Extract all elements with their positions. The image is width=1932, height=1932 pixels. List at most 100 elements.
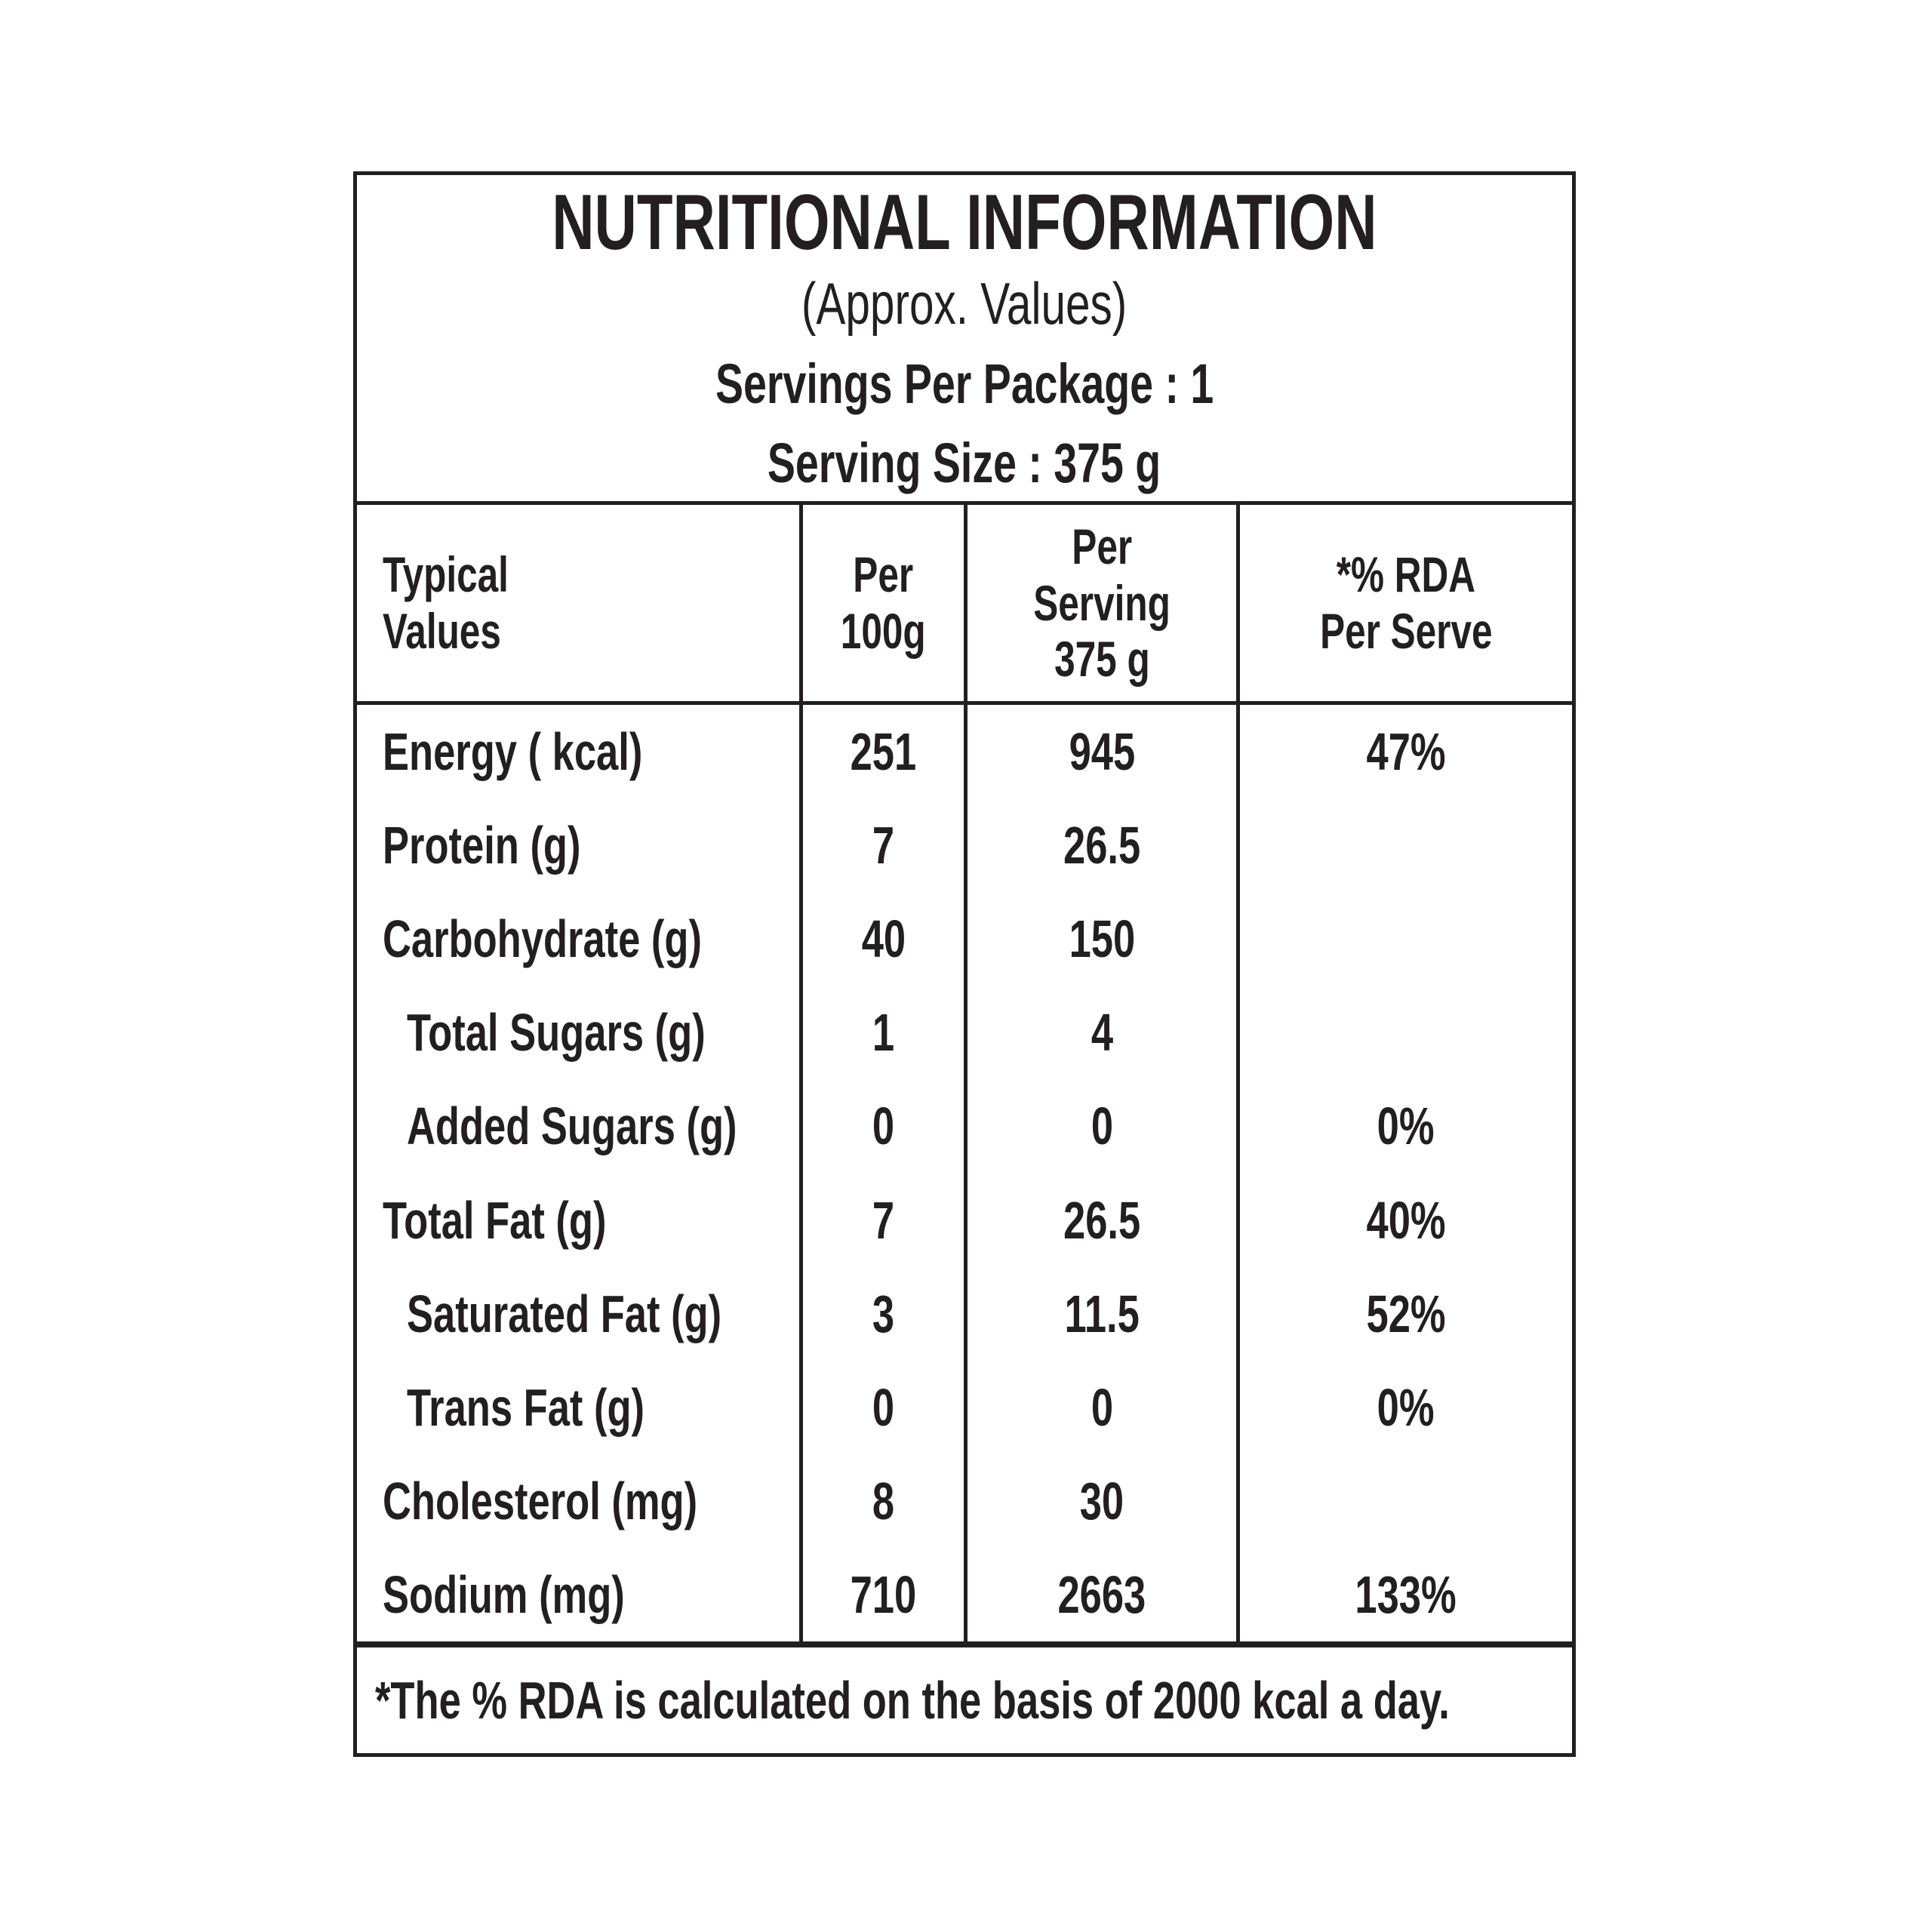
rda-value: 133%	[1355, 1564, 1457, 1624]
label-title: NUTRITIONAL INFORMATION	[414, 179, 1515, 267]
rda-cell: 133%	[1240, 1548, 1572, 1641]
per-100g-value: 8	[872, 1471, 895, 1531]
per-100g-value: 3	[872, 1284, 895, 1343]
column-header-typical-values: Typical Values	[357, 505, 803, 701]
per-100g-value: 251	[850, 722, 917, 782]
per-serving-value: 2663	[1057, 1564, 1146, 1624]
footnote-row: *The % RDA is calculated on the basis of…	[357, 1641, 1572, 1753]
rda-cell	[1240, 986, 1572, 1079]
per-100g-cell: 251	[803, 705, 968, 799]
per-serving-value: 30	[1079, 1471, 1124, 1531]
per-100g-cell: 3	[803, 1266, 968, 1361]
per-serving-cell: 26.5	[968, 798, 1240, 893]
per-100g-cell: 7	[803, 1173, 968, 1267]
per-serving-value: 26.5	[1063, 816, 1141, 875]
rda-value: 52%	[1366, 1284, 1446, 1343]
nutrient-name: Trans Fat (g)	[407, 1377, 645, 1437]
nutrient-name-cell: Protein (g)	[357, 798, 803, 893]
per-serving-value: 150	[1069, 909, 1135, 969]
nutrient-name-cell: Sodium (mg)	[357, 1547, 803, 1641]
per-serving-value: 26.5	[1063, 1190, 1141, 1250]
rda-cell	[1240, 892, 1572, 986]
rda-value: 40%	[1366, 1190, 1446, 1250]
column-header-per-100g: Per 100g	[803, 505, 968, 701]
rda-value: 0%	[1377, 1097, 1435, 1156]
nutrient-name-cell: Total Fat (g)	[357, 1173, 803, 1267]
column-header-line: Per	[853, 546, 914, 603]
per-100g-cell: 710	[803, 1547, 968, 1641]
nutrient-name: Saturated Fat (g)	[407, 1284, 722, 1343]
rda-cell	[1240, 798, 1572, 892]
per-serving-cell: 11.5	[968, 1266, 1240, 1361]
table-row-total-sugars: Total Sugars (g) 1 4	[357, 986, 1572, 1080]
per-100g-value: 0	[872, 1377, 895, 1437]
per-100g-cell: 40	[803, 892, 968, 986]
label-header: NUTRITIONAL INFORMATION (Approx. Values)…	[357, 175, 1572, 501]
nutrient-name: Energy ( kcal)	[383, 722, 643, 782]
table-row-carbohydrate: Carbohydrate (g) 40 150	[357, 892, 1572, 986]
table-body: Energy ( kcal) 251 945 47% Protein (g) 7…	[357, 705, 1572, 1641]
column-header-line: *% RDA	[1336, 546, 1476, 603]
per-100g-cell: 7	[803, 798, 968, 893]
table-row-saturated-fat: Saturated Fat (g) 3 11.5 52%	[357, 1266, 1572, 1361]
column-header-line: Per	[1072, 518, 1132, 575]
per-100g-cell: 1	[803, 986, 968, 1080]
nutrient-name-cell: Carbohydrate (g)	[357, 892, 803, 986]
nutrient-name-cell: Saturated Fat (g)	[357, 1266, 803, 1361]
serving-size: Serving Size : 375 g	[702, 432, 1226, 494]
rda-cell: 40%	[1240, 1173, 1572, 1266]
column-header-rda-per-serve: *% RDA Per Serve	[1240, 505, 1572, 701]
nutrient-name: Cholesterol (mg)	[383, 1471, 698, 1531]
column-header-line: Per Serve	[1319, 603, 1493, 659]
table-row-cholesterol: Cholesterol (mg) 8 30	[357, 1454, 1572, 1548]
servings-per-package: Servings Per Package : 1	[632, 352, 1297, 416]
per-100g-value: 7	[872, 816, 895, 875]
per-100g-value: 7	[872, 1190, 895, 1250]
per-serving-cell: 2663	[968, 1547, 1240, 1641]
per-serving-value: 4	[1091, 1003, 1113, 1063]
nutrient-name: Protein (g)	[383, 816, 581, 875]
per-100g-value: 710	[850, 1564, 917, 1624]
serving-size-text: Serving Size : 375 g	[768, 432, 1161, 495]
nutrient-name-cell: Trans Fat (g)	[357, 1360, 803, 1454]
nutrition-label: NUTRITIONAL INFORMATION (Approx. Values)…	[353, 171, 1576, 1757]
per-serving-value: 945	[1069, 722, 1135, 782]
per-serving-cell: 945	[968, 705, 1240, 799]
nutrient-name-cell: Cholesterol (mg)	[357, 1454, 803, 1548]
table-header-row: Typical Values Per 100g Per Serving 375 …	[357, 501, 1572, 705]
per-serving-cell: 0	[968, 1360, 1240, 1454]
per-100g-cell: 8	[803, 1454, 968, 1548]
table-row-protein: Protein (g) 7 26.5	[357, 798, 1572, 893]
per-serving-value: 0	[1091, 1377, 1113, 1437]
nutrient-name: Added Sugars (g)	[407, 1097, 737, 1156]
per-100g-cell: 0	[803, 1360, 968, 1454]
table-row-sodium: Sodium (mg) 710 2663 133%	[357, 1547, 1572, 1641]
column-header-line: 100g	[841, 603, 926, 659]
nutrient-name-cell: Energy ( kcal)	[357, 705, 803, 799]
per-serving-value: 0	[1091, 1097, 1113, 1156]
label-title-text: NUTRITIONAL INFORMATION	[552, 179, 1377, 267]
nutrient-name-cell: Added Sugars (g)	[357, 1079, 803, 1174]
per-100g-cell: 0	[803, 1079, 968, 1174]
servings-per-package-text: Servings Per Package : 1	[715, 352, 1214, 416]
rda-cell: 47%	[1240, 705, 1572, 798]
column-header-per-serving: Per Serving 375 g	[968, 505, 1240, 701]
label-subtitle-text: (Approx. Values)	[801, 270, 1128, 337]
column-header-line: 375 g	[1054, 631, 1150, 688]
nutrient-name: Carbohydrate (g)	[383, 909, 702, 969]
table-row-added-sugars: Added Sugars (g) 0 0 0%	[357, 1079, 1572, 1174]
nutrient-name-cell: Total Sugars (g)	[357, 986, 803, 1080]
rda-cell	[1240, 1454, 1572, 1548]
nutrient-name: Total Sugars (g)	[407, 1003, 706, 1063]
per-serving-value: 11.5	[1064, 1284, 1140, 1343]
rda-cell: 0%	[1240, 1079, 1572, 1173]
per-serving-cell: 30	[968, 1454, 1240, 1548]
table-row-trans-fat: Trans Fat (g) 0 0 0%	[357, 1360, 1572, 1454]
table-row-total-fat: Total Fat (g) 7 26.5 40%	[357, 1173, 1572, 1267]
column-header-line: Typical	[383, 546, 509, 603]
per-serving-cell: 4	[968, 986, 1240, 1080]
footnote-text: *The % RDA is calculated on the basis of…	[375, 1671, 1450, 1730]
label-subtitle: (Approx. Values)	[747, 270, 1181, 337]
table-row-energy: Energy ( kcal) 251 945 47%	[357, 705, 1572, 799]
per-serving-cell: 0	[968, 1079, 1240, 1174]
